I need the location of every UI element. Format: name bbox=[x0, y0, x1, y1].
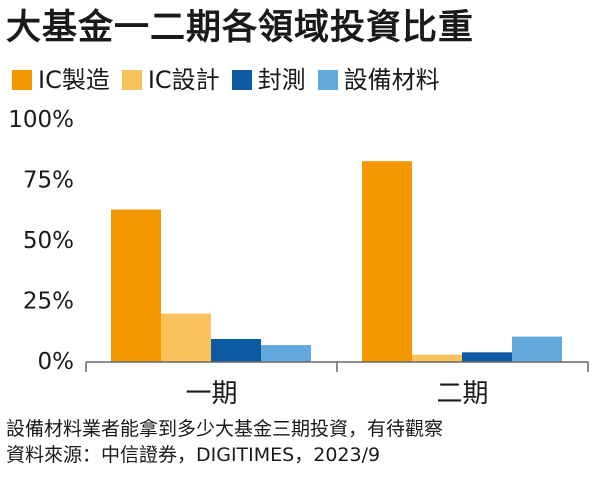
bar bbox=[412, 354, 462, 362]
legend-item-ic-manufacturing: IC製造 bbox=[12, 66, 110, 94]
y-tick-label: 25% bbox=[23, 289, 74, 315]
legend-label-ic-design: IC設計 bbox=[147, 66, 220, 94]
legend-swatch-ic-design bbox=[121, 70, 142, 90]
legend: IC製造 IC設計 封測 設備材料 bbox=[12, 65, 452, 95]
footnote-note: 設備材料業者能拿到多少大基金三期投資，有待觀察 bbox=[6, 418, 444, 440]
legend-swatch-packaging-testing bbox=[231, 70, 252, 90]
chart-title: 大基金一二期各領域投資比重 bbox=[6, 8, 475, 48]
legend-swatch-ic-manufacturing bbox=[12, 70, 32, 90]
x-category-label: 一期 bbox=[185, 379, 237, 409]
footnote-source: 資料來源：中信證券，DIGITIMES，2023/9 bbox=[6, 444, 381, 466]
y-axis-ticks: 0% 25% 50% 75% 100% bbox=[8, 107, 74, 375]
footnote: 設備材料業者能拿到多少大基金三期投資，有待觀察 資料來源：中信證券，DIGITI… bbox=[6, 416, 443, 468]
legend-label-equipment-materials: 設備材料 bbox=[343, 66, 440, 94]
bar bbox=[261, 345, 311, 362]
legend-label-packaging-testing: 封測 bbox=[257, 66, 306, 94]
y-tick-label: 75% bbox=[23, 168, 74, 194]
y-tick-label: 50% bbox=[23, 228, 74, 254]
legend-item-ic-design: IC設計 bbox=[121, 66, 220, 94]
legend-swatch-equipment-materials bbox=[317, 70, 338, 90]
legend-item-equipment-materials: 設備材料 bbox=[317, 66, 440, 94]
bar bbox=[161, 313, 211, 362]
legend-item-packaging-testing: 封測 bbox=[231, 66, 306, 94]
x-axis bbox=[85, 361, 589, 372]
bar bbox=[111, 209, 161, 362]
x-axis-categories: 一期 二期 bbox=[185, 379, 488, 409]
x-category-label: 二期 bbox=[436, 379, 488, 409]
y-tick-label: 0% bbox=[38, 349, 75, 375]
y-tick-label: 100% bbox=[8, 107, 74, 133]
bar bbox=[362, 161, 412, 362]
bar bbox=[462, 352, 512, 362]
bars bbox=[111, 161, 562, 362]
legend-label-ic-manufacturing: IC製造 bbox=[38, 66, 110, 94]
bar bbox=[211, 339, 261, 362]
bar bbox=[512, 336, 562, 362]
